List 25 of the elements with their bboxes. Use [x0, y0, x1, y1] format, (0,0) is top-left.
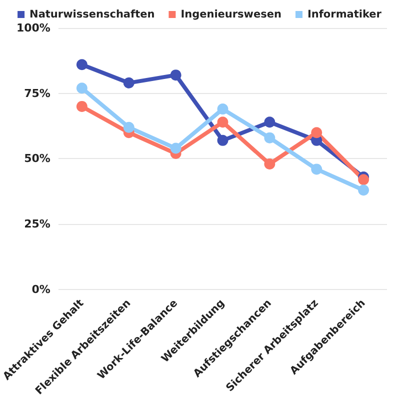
point [170, 70, 182, 81]
y-tick-label: 50% [24, 152, 50, 166]
y-tick-label: 75% [24, 86, 50, 100]
point [311, 164, 322, 175]
point [217, 116, 228, 128]
y-tick-label: 25% [24, 218, 50, 231]
point [311, 127, 322, 138]
point [170, 142, 182, 154]
point [76, 82, 88, 94]
point [76, 59, 88, 70]
point [264, 116, 276, 128]
point [264, 132, 276, 144]
point [217, 134, 228, 146]
point [123, 122, 134, 133]
legend-label: Naturwissenschaften [30, 8, 155, 20]
point [123, 77, 134, 88]
point [264, 158, 276, 170]
point [358, 174, 370, 186]
point [358, 184, 370, 196]
legend-label: Informatiker [307, 8, 382, 20]
legend-label: Ingenieurswesen [180, 8, 282, 20]
y-tick-label: 0% [32, 282, 50, 296]
y-tick-label: 100% [16, 22, 50, 34]
point [217, 104, 228, 115]
point [76, 100, 88, 112]
